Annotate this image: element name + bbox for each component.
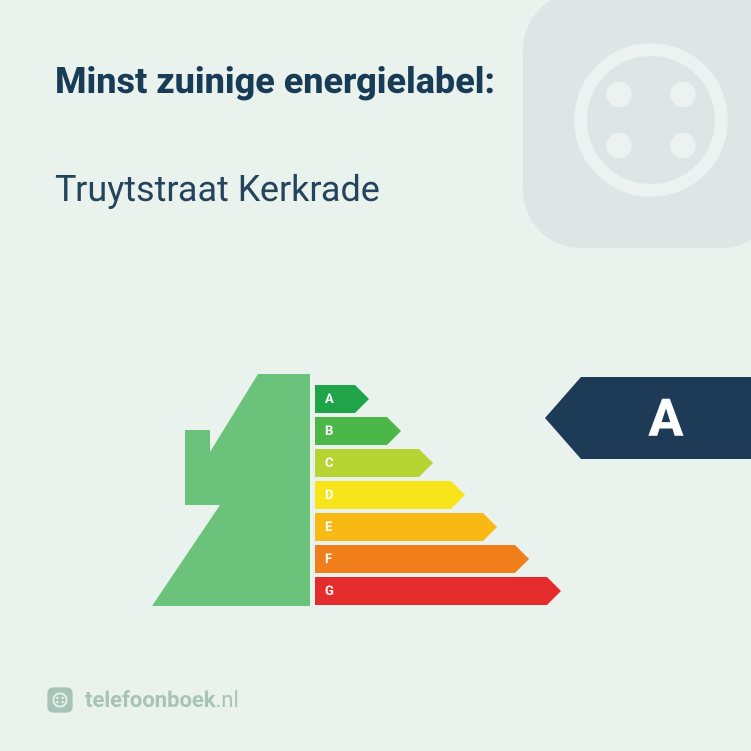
bar-arrow-icon [451,481,465,509]
bar-arrow-icon [419,449,433,477]
energy-bars: ABCDEFG [315,385,561,609]
brand-icon [45,685,75,715]
bar-arrow-icon [387,417,401,445]
energy-bar-label: C [315,449,419,477]
energy-bar-label: G [315,577,547,605]
house-icon [130,370,315,610]
energy-label-diagram: ABCDEFG [130,370,500,620]
energy-bar-label: D [315,481,451,509]
selected-label-letter: A [581,377,751,459]
energy-bar-label: E [315,513,483,541]
energy-bar-f: F [315,545,561,573]
energy-bar-d: D [315,481,561,509]
energy-bar-g: G [315,577,561,605]
brand-tld: .nl [216,688,239,713]
bar-arrow-icon [515,545,529,573]
brand-name: telefoonboek.nl [85,688,239,713]
house-shape [152,374,310,606]
selected-energy-label: A [545,377,751,459]
energy-bar-e: E [315,513,561,541]
bar-arrow-icon [355,385,369,413]
phone-watermark-icon [491,0,751,280]
bar-arrow-icon [547,577,561,605]
label-arrow-icon [545,377,581,459]
energy-bar-b: B [315,417,561,445]
page-title: Minst zuinige energielabel: [55,60,495,102]
energy-bar-label: A [315,385,355,413]
energy-bar-label: F [315,545,515,573]
bar-arrow-icon [483,513,497,541]
footer: telefoonboek.nl [45,685,239,715]
energy-bar-label: B [315,417,387,445]
page-subtitle: Truytstraat Kerkrade [55,168,380,210]
energy-bar-c: C [315,449,561,477]
energy-bar-a: A [315,385,561,413]
brand-text: telefoonboek [85,688,216,713]
